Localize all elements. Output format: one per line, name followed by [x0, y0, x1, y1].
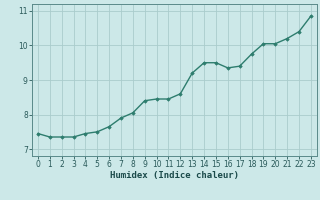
X-axis label: Humidex (Indice chaleur): Humidex (Indice chaleur): [110, 171, 239, 180]
